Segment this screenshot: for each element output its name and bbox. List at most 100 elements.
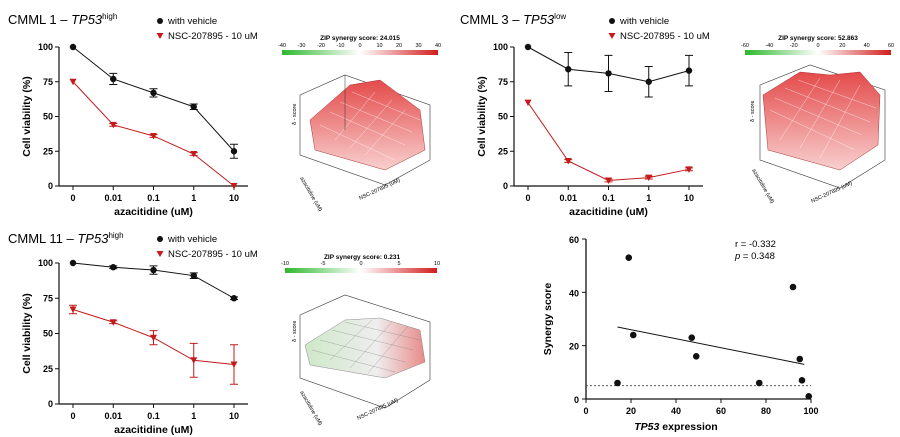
panel-cmml3: CMML 3 – TP53low 0 25 50 75 100 0 0.01 0.1 1 10 az… — [460, 12, 710, 218]
y-axis-label: Cell viability (%) — [21, 76, 33, 157]
x-tick-label: 0.1 — [147, 193, 160, 203]
y-tick-label: 0 — [503, 181, 508, 191]
x-tick-label: 0.01 — [104, 193, 122, 203]
data-point-vehicle — [645, 78, 652, 85]
stat-r: r = -0.332 — [735, 239, 776, 250]
data-point-vehicle — [190, 103, 197, 110]
x-tick-label: 0.1 — [147, 411, 160, 421]
y-tick-label: 20 — [569, 342, 579, 352]
scale-tick-label: 0 — [359, 261, 362, 267]
data-point-vehicle — [524, 43, 532, 51]
scale-tick-label: 0 — [358, 43, 361, 49]
scale-tick-label: -60 — [741, 43, 749, 49]
scale-tick-label: -20 — [317, 43, 325, 49]
color-scale-bar — [745, 50, 891, 55]
scatter-point — [789, 283, 797, 291]
x-tick-label: 0.01 — [104, 411, 122, 421]
svg-text:azacitidine (uM): azacitidine (uM) — [750, 168, 775, 205]
synergy-map-1: ZIP synergy score: 24.015 -40 -30 -20 -10 0 1… — [278, 35, 441, 213]
legend-marker-vehicle — [609, 18, 615, 24]
legend-label-vehicle: with vehicle — [167, 234, 217, 245]
x-axis-label: azacitidine (uM) — [569, 206, 648, 218]
svg-text:NSC-207895 (uM): NSC-207895 (uM) — [810, 180, 853, 204]
scatter-point — [629, 331, 637, 339]
scatter-point — [798, 377, 806, 384]
x-tick-label: 0 — [525, 193, 530, 203]
legend-label-nsc: NSC-207895 - 10 uM — [168, 31, 258, 42]
synergy-map-11: ZIP synergy score: 0.231 -10 -5 0 5 10 δ - s… — [281, 254, 440, 427]
data-point-nsc — [109, 319, 117, 326]
y-tick-label: 100 — [493, 42, 508, 52]
svg-text:δ - score: δ - score — [750, 101, 756, 122]
x-tick-label: 1 — [191, 411, 196, 421]
data-point-nsc — [605, 177, 612, 184]
panel-title: CMML 3 – TP53low — [460, 12, 566, 27]
data-point-vehicle — [69, 43, 77, 51]
x-tick-label: 0 — [70, 193, 75, 203]
data-point-nsc — [524, 99, 532, 107]
x-tick-label: 10 — [229, 193, 239, 203]
x-tick-label: 40 — [671, 406, 681, 416]
stat-p: p = 0.348 — [734, 251, 775, 262]
synergy-score-label: ZIP synergy score: 52.863 — [778, 35, 858, 42]
data-point-nsc — [645, 174, 653, 182]
scale-tick-label: 20 — [396, 43, 402, 49]
scale-tick-label: 5 — [397, 261, 400, 267]
svg-text:NSC-207895 (uM): NSC-207895 (uM) — [356, 397, 399, 421]
svg-text:NSC-207895 (uM): NSC-207895 (uM) — [358, 177, 401, 201]
x-tick-label: 100 — [803, 406, 818, 416]
legend-label-vehicle: with vehicle — [167, 16, 217, 27]
data-point-nsc — [230, 361, 238, 369]
data-point-vehicle — [110, 264, 117, 271]
y-tick-label: 75 — [43, 77, 53, 87]
x-tick-label: 1 — [646, 193, 651, 203]
x-axis-label: azacitidine (uM) — [114, 206, 193, 218]
scatter-point — [796, 355, 804, 363]
panel-title: CMML 1 – TP53high — [8, 12, 117, 27]
data-point-vehicle — [565, 66, 572, 73]
data-point-nsc — [564, 157, 572, 165]
synergy-score-label: ZIP synergy score: 0.231 — [324, 254, 401, 261]
data-point-nsc — [150, 334, 157, 342]
data-point-nsc — [230, 183, 238, 190]
y-tick-label: 25 — [498, 146, 508, 156]
y-tick-label: 50 — [498, 112, 508, 122]
surface-plot: δ - score azacitidine (uM) NSC-207895 (u… — [292, 74, 431, 213]
legend-label-vehicle: with vehicle — [619, 16, 669, 27]
panel-scatter: 0 20 40 60 0 20 40 60 80 100 Synergy score r = -0.… — [542, 235, 819, 433]
scatter-point — [805, 393, 813, 400]
y-axis-label: Cell viability (%) — [476, 76, 488, 157]
synergy-map-3: ZIP synergy score: 52.863 -60 -40 -20 0 20 40… — [741, 35, 894, 205]
x-tick-label: 1 — [191, 193, 196, 203]
surface-plot: δ - score azacitidine (uM) NSC-207895 (u… — [292, 294, 431, 427]
y-tick-label: 0 — [48, 181, 53, 191]
scale-tick-label: 0 — [816, 43, 819, 49]
y-tick-label: 100 — [38, 258, 53, 268]
svg-text:δ - score: δ - score — [292, 104, 298, 125]
data-point-nsc — [190, 357, 198, 364]
data-point-vehicle — [110, 75, 117, 83]
scatter-point — [625, 254, 633, 261]
scatter-point — [755, 379, 763, 387]
legend-marker-nsc — [608, 33, 616, 39]
data-point-nsc — [69, 78, 77, 86]
scale-tick-label: 40 — [864, 43, 870, 49]
scatter-point — [688, 334, 696, 341]
data-point-vehicle — [190, 272, 197, 279]
scale-tick-label: 20 — [839, 43, 845, 49]
data-point-vehicle — [230, 295, 238, 302]
data-point-nsc — [190, 151, 198, 158]
scatter-point — [614, 379, 621, 387]
legend-marker-vehicle — [157, 236, 163, 242]
legend-marker-nsc — [156, 251, 164, 257]
scale-tick-label: 30 — [415, 43, 421, 49]
scale-tick-label: -10 — [337, 43, 345, 49]
legend-label-nsc: NSC-207895 - 10 uM — [168, 249, 258, 260]
data-point-nsc — [69, 306, 77, 314]
data-point-vehicle — [150, 89, 157, 97]
synergy-score-label: ZIP synergy score: 24.015 — [320, 35, 400, 42]
scale-tick-label: -30 — [298, 43, 306, 49]
x-tick-label: 80 — [761, 406, 771, 416]
y-tick-label: 25 — [43, 364, 53, 374]
